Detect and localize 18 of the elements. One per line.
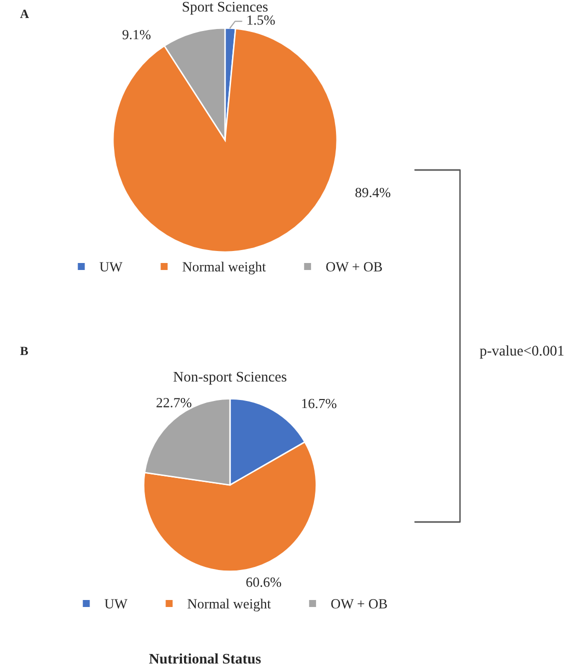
text: p-value<0.001 bbox=[480, 345, 564, 359]
data-label: 22.7% bbox=[156, 398, 192, 408]
chart-title: Sport Sciences bbox=[182, 2, 268, 15]
data-label: 1.5% bbox=[248, 15, 275, 25]
legend-label: UW bbox=[100, 262, 122, 272]
text: A bbox=[20, 10, 29, 18]
text: B bbox=[20, 346, 28, 356]
legend-label: OW + OB bbox=[331, 599, 387, 609]
data-label: 89.4% bbox=[355, 188, 390, 198]
data-label: 16.7% bbox=[302, 398, 336, 408]
data-label: 9.1% bbox=[122, 30, 151, 40]
legend-label: Normal weight bbox=[188, 598, 271, 612]
data-label: 60.6% bbox=[246, 578, 282, 587]
legend-label: Normal weight bbox=[182, 262, 266, 274]
legend-label: OW + OB bbox=[326, 262, 382, 272]
legend-label: UW bbox=[104, 599, 128, 609]
text: Nutritional Status bbox=[149, 653, 261, 664]
chart-title: Non-sport Sciences bbox=[174, 372, 286, 385]
